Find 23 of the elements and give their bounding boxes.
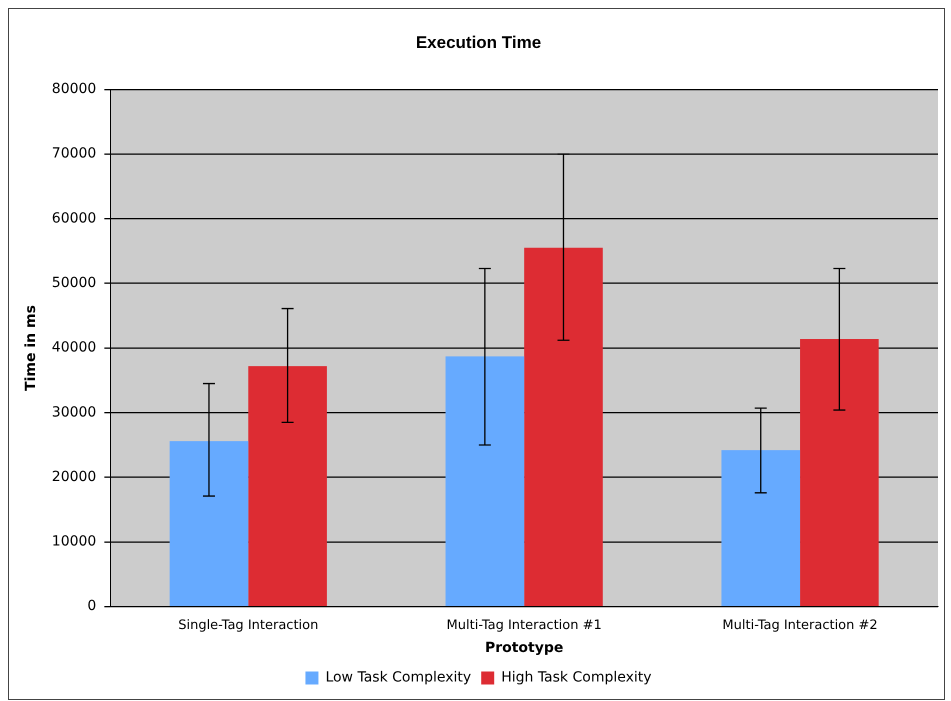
y-tick-label: 70000 [52,146,96,162]
bar [248,366,327,606]
bar [524,248,603,606]
x-axis-title: Prototype [484,640,564,656]
y-tick-label: 20000 [52,468,96,485]
bar [170,441,248,606]
y-tick-label: 30000 [52,404,96,420]
y-tick-label: 80000 [52,81,96,98]
bar [721,450,800,606]
x-tick-label: Multi-Tag Interaction #2 [722,618,878,633]
y-tick-label: 50000 [52,274,96,291]
y-tick-label: 60000 [52,210,96,226]
chart-title: Execution Time [416,32,542,52]
x-tick-label: Single-Tag Interaction [178,618,318,633]
legend-label: Low Task Complexity [325,670,472,686]
y-tick-label: 0 [87,598,96,614]
bar [800,338,879,606]
y-tick-label: 40000 [52,340,96,356]
bar [446,356,524,606]
x-tick-label: Multi-Tag Interaction #1 [446,618,602,633]
y-axis-title: Time in ms [23,305,40,391]
y-tick-label: 10000 [52,534,96,550]
legend-label: High Task Complexity [501,670,652,686]
